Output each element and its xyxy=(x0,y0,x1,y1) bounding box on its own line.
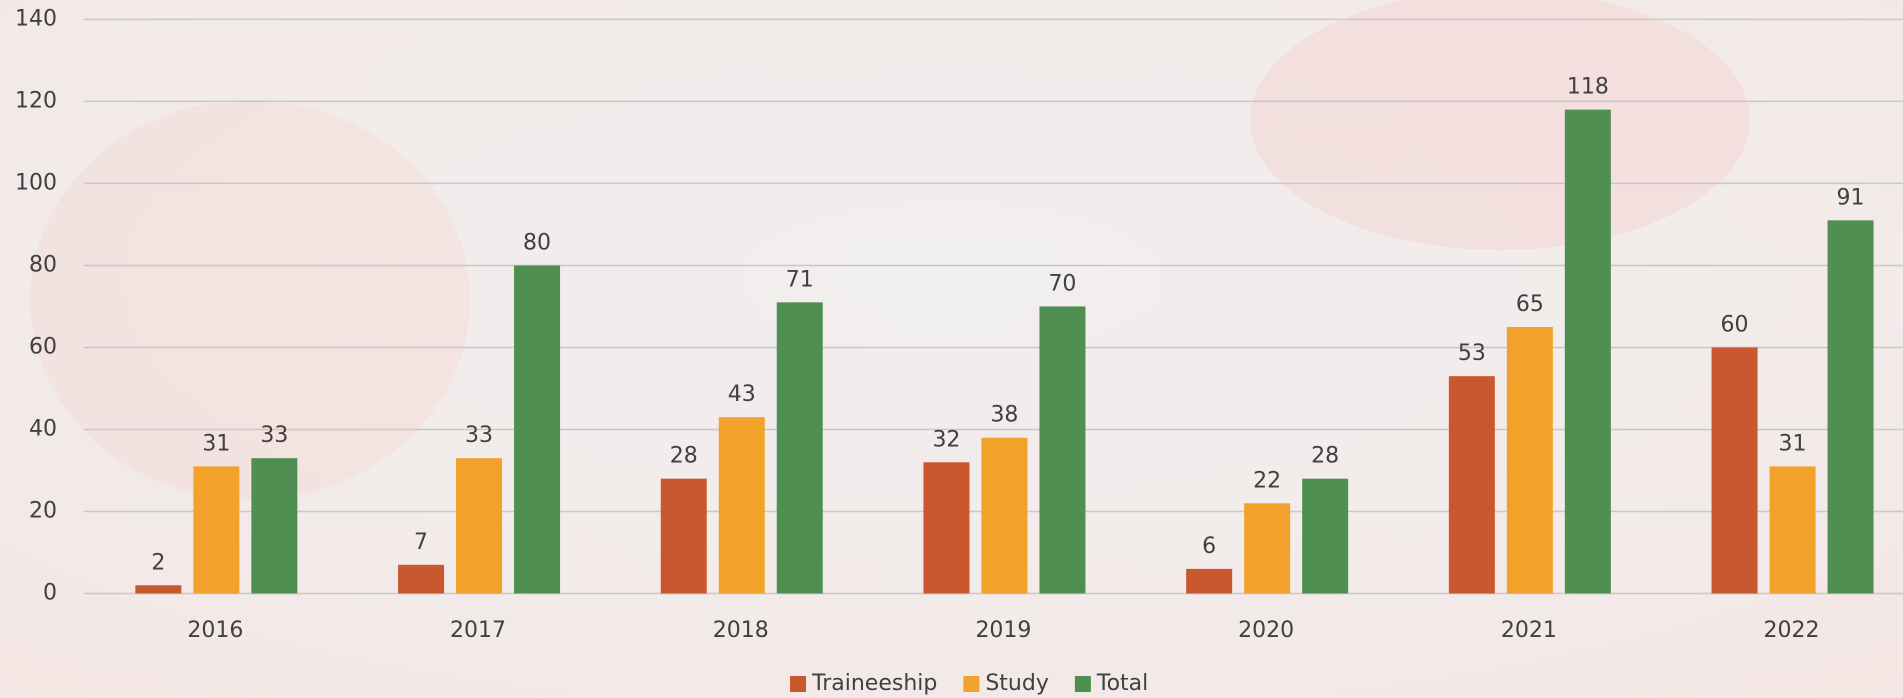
y-tick-label: 140 xyxy=(15,6,57,31)
legend-swatch xyxy=(790,676,806,692)
x-tick-label: 2019 xyxy=(975,618,1031,643)
bar xyxy=(1711,347,1758,594)
data-label: 6 xyxy=(1202,534,1216,559)
x-tick-label: 2016 xyxy=(187,618,243,643)
data-label: 70 xyxy=(1048,271,1076,296)
bar xyxy=(1769,466,1816,594)
bar xyxy=(1448,376,1495,594)
data-label: 53 xyxy=(1458,341,1486,366)
legend-label: Traineeship xyxy=(811,671,937,696)
data-label: 38 xyxy=(990,403,1018,428)
bar xyxy=(1302,478,1349,594)
bar xyxy=(398,564,445,594)
background-shape xyxy=(1250,0,1750,250)
bar xyxy=(1244,503,1291,594)
data-label: 65 xyxy=(1516,292,1544,317)
x-tick-label: 2017 xyxy=(450,618,506,643)
y-tick-label: 120 xyxy=(15,88,57,113)
x-tick-label: 2022 xyxy=(1764,618,1820,643)
legend-label: Total xyxy=(1096,671,1148,696)
bar xyxy=(1039,306,1086,594)
data-label: 91 xyxy=(1837,185,1865,210)
bar xyxy=(135,585,182,594)
legend-label: Study xyxy=(985,671,1049,696)
y-tick-label: 100 xyxy=(15,170,57,195)
y-tick-label: 60 xyxy=(29,334,57,359)
background-shape xyxy=(30,100,470,500)
bar xyxy=(660,478,707,594)
data-label: 31 xyxy=(202,431,230,456)
x-tick-label: 2020 xyxy=(1238,618,1294,643)
y-tick-label: 40 xyxy=(29,416,57,441)
y-tick-label: 0 xyxy=(43,581,57,606)
bar xyxy=(981,437,1028,594)
x-tick-label: 2018 xyxy=(713,618,769,643)
data-label: 118 xyxy=(1567,75,1609,100)
bar xyxy=(456,458,503,594)
data-label: 2 xyxy=(151,550,165,575)
data-label: 43 xyxy=(728,382,756,407)
legend-swatch xyxy=(1074,676,1091,692)
data-label: 71 xyxy=(786,267,814,292)
data-label: 28 xyxy=(670,444,698,469)
data-label: 22 xyxy=(1253,468,1281,493)
bar xyxy=(1564,109,1611,594)
bar xyxy=(1827,220,1874,594)
legend-swatch xyxy=(963,676,980,692)
data-label: 80 xyxy=(523,230,551,255)
bar xyxy=(923,462,970,594)
y-tick-label: 20 xyxy=(29,498,57,523)
data-label: 60 xyxy=(1721,312,1749,337)
bar xyxy=(1506,326,1553,594)
bar xyxy=(514,265,561,594)
data-label: 28 xyxy=(1311,444,1339,469)
data-label: 7 xyxy=(414,530,428,555)
bar xyxy=(718,417,765,594)
data-label: 33 xyxy=(260,423,288,448)
data-label: 33 xyxy=(465,423,493,448)
bar xyxy=(251,458,298,594)
bar xyxy=(776,302,823,594)
data-label: 31 xyxy=(1779,431,1807,456)
bar xyxy=(193,466,240,594)
y-tick-label: 80 xyxy=(29,252,57,277)
x-tick-label: 2021 xyxy=(1501,618,1557,643)
data-label: 32 xyxy=(932,427,960,452)
bar xyxy=(1186,568,1233,594)
